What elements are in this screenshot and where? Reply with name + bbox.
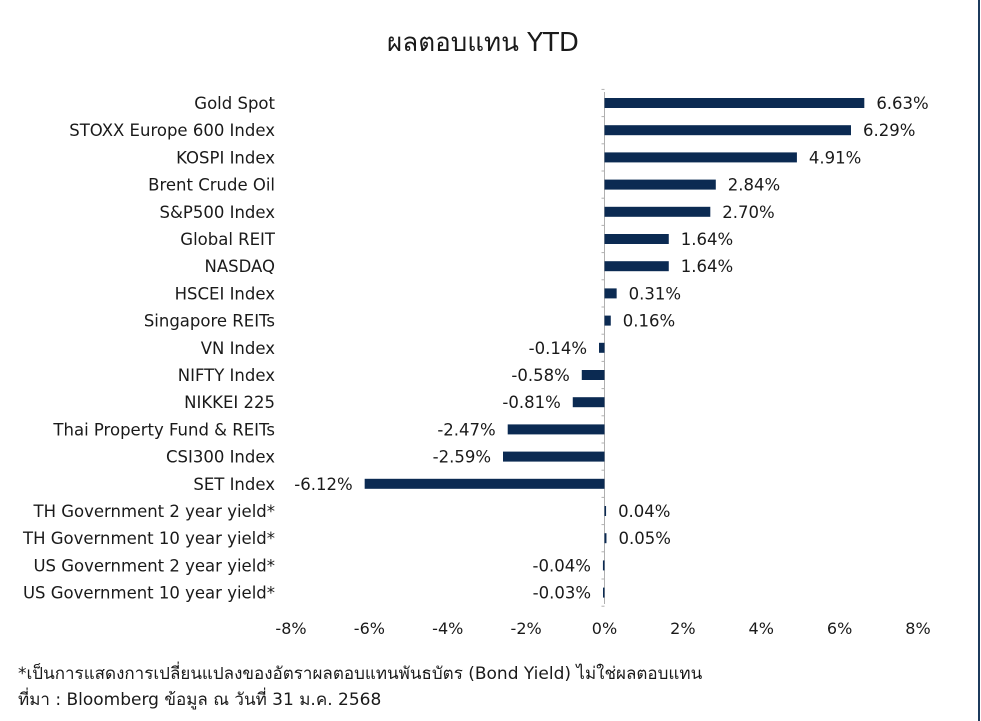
data-label: 0.04% (618, 502, 670, 521)
category-label: KOSPI Index (176, 148, 275, 167)
bar (604, 288, 617, 299)
category-label: S&P500 Index (160, 203, 276, 222)
data-label: 1.64% (681, 257, 733, 276)
category-label: US Government 10 year yield* (23, 584, 275, 603)
data-label: -2.59% (433, 448, 491, 467)
data-label: 1.64% (681, 230, 733, 249)
category-label: Gold Spot (194, 94, 275, 113)
bar (604, 125, 851, 136)
data-label: -0.14% (529, 339, 587, 358)
data-label: 0.16% (623, 312, 675, 331)
category-label: CSI300 Index (166, 448, 275, 467)
bar (604, 533, 607, 544)
x-tick-label: -2% (511, 619, 542, 638)
bar (572, 397, 605, 408)
category-label: TH Government 10 year yield* (22, 529, 275, 548)
x-tick-label: 6% (827, 619, 852, 638)
bar (603, 587, 605, 598)
data-label: -0.58% (511, 366, 569, 385)
bar (604, 179, 716, 190)
right-frame-line (978, 0, 980, 721)
data-label: 2.70% (722, 203, 774, 222)
category-label: Global REIT (180, 230, 276, 249)
bar (581, 370, 605, 380)
category-label: STOXX Europe 600 Index (69, 121, 275, 140)
chart-title: ผลตอบแทน YTD (387, 28, 579, 58)
category-label: VN Index (201, 339, 276, 358)
footnote-source: ที่มา : Bloomberg ข้อมูล ณ วันที่ 31 ม.ค… (18, 690, 382, 710)
bar (604, 506, 607, 516)
x-tick-label: -8% (275, 619, 306, 638)
data-label: -6.12% (294, 475, 352, 494)
category-label: SET Index (193, 475, 275, 494)
bar (604, 234, 669, 244)
x-tick-label: -4% (432, 619, 463, 638)
category-label: NIKKEI 225 (184, 393, 275, 412)
x-tick-label: 2% (670, 619, 695, 638)
data-label: -2.47% (437, 420, 495, 439)
category-label: Singapore REITs (144, 312, 275, 331)
data-label: 6.63% (876, 94, 928, 113)
footnote-note: *เป็นการแสดงการเปลี่ยนแปลงของอัตราผลตอบแ… (18, 664, 703, 684)
bar (602, 560, 605, 571)
bar (604, 206, 711, 217)
data-label: 0.31% (629, 284, 681, 303)
category-label: US Government 2 year yield* (33, 556, 275, 575)
data-label: -0.04% (533, 556, 591, 575)
bar (364, 478, 605, 489)
bar (604, 98, 865, 108)
data-label: 0.05% (618, 529, 670, 548)
bar (604, 152, 797, 163)
x-tick-label: 0% (592, 619, 617, 638)
category-label: NASDAQ (204, 257, 275, 276)
data-label: 6.29% (863, 121, 915, 140)
bar (604, 261, 669, 272)
data-label: -0.81% (502, 393, 560, 412)
category-label: Brent Crude Oil (148, 176, 275, 195)
bar (599, 342, 605, 353)
data-label: 2.84% (728, 176, 780, 195)
category-label: NIFTY Index (178, 366, 275, 385)
category-label: Thai Property Fund & REITs (52, 420, 275, 439)
data-label: -0.03% (533, 584, 591, 603)
category-label: HSCEI Index (175, 284, 276, 303)
x-tick-label: 4% (749, 619, 774, 638)
bar (604, 315, 611, 326)
data-label: 4.91% (809, 148, 861, 167)
bar (507, 424, 605, 435)
x-tick-label: -6% (354, 619, 385, 638)
x-tick-label: 8% (905, 619, 930, 638)
category-label: TH Government 2 year yield* (33, 502, 275, 521)
bar (503, 451, 605, 462)
